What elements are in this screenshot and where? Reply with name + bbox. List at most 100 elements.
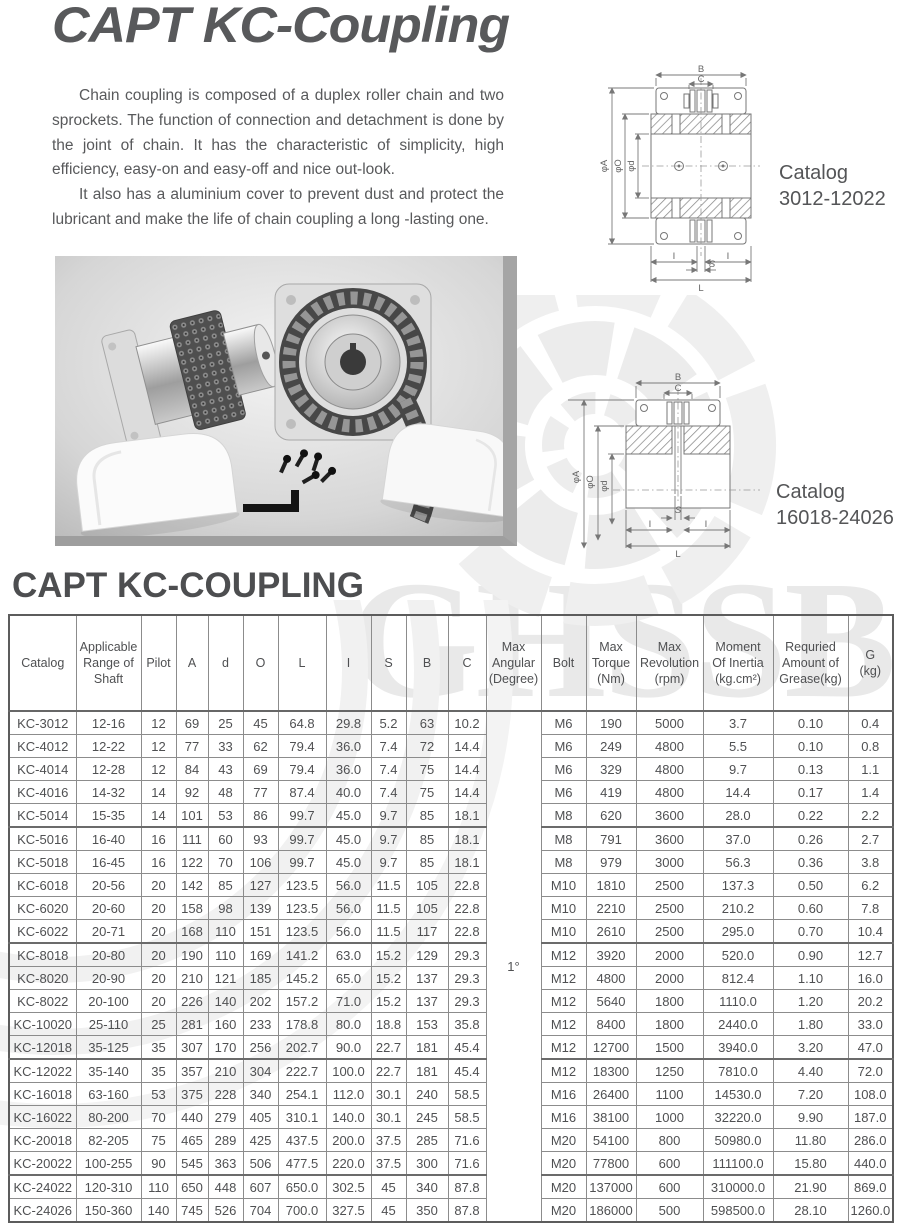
cell-rev: 1250 [635,1058,704,1083]
cell-b: 285 [405,1128,449,1152]
cell-c: 45.4 [447,1058,487,1083]
dim-S: S [675,505,682,516]
cell-b: 85 [405,826,449,851]
cell-g: 2.7 [847,826,894,851]
table-row: KC-6020 20-60 20 158 98 139 123.5 56.0 11.5 105 22… [8,896,894,920]
cell-o: 62 [242,734,279,758]
cell-inertia: 111100.0 [702,1151,774,1176]
cell-grease: 0.50 [772,873,849,897]
cell-g: 108.0 [847,1082,894,1106]
right-coupling [274,283,437,524]
dim-B: B [698,64,704,75]
cell-grease: 0.17 [772,780,849,804]
cell-grease: 1.80 [772,1012,849,1036]
cell-l: 64.8 [277,710,327,735]
cell-s: 30.1 [370,1082,407,1106]
cell-rev: 4800 [635,734,704,758]
dim-phiA: φA [571,470,582,483]
cell-b: 240 [405,1082,449,1106]
cell-a: 375 [175,1082,209,1106]
coupling-photo-illustration [55,256,503,536]
cell-bolt: M12 [540,942,587,967]
cell-g: 2.2 [847,803,894,828]
cell-o: 106 [242,850,279,874]
cell-g: 16.0 [847,966,894,990]
cell-i: 63.0 [325,942,372,967]
cell-c: 14.4 [447,780,487,804]
cell-grease: 11.80 [772,1128,849,1152]
technical-drawing-full-cover: B C φA φO φd I I S L [599,64,760,294]
cell-l: 99.7 [277,850,327,874]
cell-rev: 2500 [635,873,704,897]
table-row: KC-3012 12-16 12 69 25 45 64.8 29.8 5.2 63 10.2 1° M… [8,710,894,1223]
cell-range: 35-140 [75,1058,142,1083]
cell-grease: 3.20 [772,1035,849,1060]
cell-pilot: 20 [140,919,177,944]
cell-pilot: 53 [140,1082,177,1106]
cell-range: 25-110 [75,1012,142,1036]
col-header-inertia: Moment Of Inertia (kg.cm²) [702,614,774,712]
cell-s: 30.1 [370,1105,407,1129]
cell-grease: 15.80 [772,1151,849,1176]
cell-catalog: KC-5014 [8,803,77,828]
cell-catalog: KC-16022 [8,1105,77,1129]
cell-bolt: M10 [540,919,587,944]
cell-g: 12.7 [847,942,894,967]
cell-g: 869.0 [847,1174,894,1199]
cell-i: 112.0 [325,1082,372,1106]
cell-c: 18.1 [447,826,487,851]
table-row: KC-16022 80-200 70 440 279 405 310.1 140.0 30.1 2… [8,1105,894,1129]
cell-i: 80.0 [325,1012,372,1036]
table-row: KC-20022 100-255 90 545 363 506 477.5 220.0 37.5… [8,1151,894,1176]
dim-I-right: I [705,519,708,530]
cell-o: 256 [242,1035,279,1060]
caption-line: 16018-24026 [776,507,894,529]
cell-bolt: M20 [540,1198,587,1223]
cell-inertia: 50980.0 [702,1128,774,1152]
cell-bolt: M10 [540,873,587,897]
page-title: CAPT KC-Coupling [52,0,510,53]
cell-s: 7.4 [370,734,407,758]
cell-rev: 1800 [635,989,704,1013]
cell-torque: 791 [585,826,637,851]
cell-o: 607 [242,1174,279,1199]
cell-l: 254.1 [277,1082,327,1106]
cell-catalog: KC-12018 [8,1035,77,1060]
cell-grease: 1.20 [772,989,849,1013]
table-row: KC-24026 150-360 140 745 526 704 700.0 327.5 45 3… [8,1198,894,1223]
cell-grease: 0.10 [772,734,849,758]
cell-range: 16-40 [75,826,142,851]
cell-catalog: KC-20018 [8,1128,77,1152]
cell-inertia: 295.0 [702,919,774,944]
cell-rev: 2000 [635,966,704,990]
col-header-rev: Max Revolution (rpm) [635,614,704,712]
cell-rev: 4800 [635,780,704,804]
cell-bolt: M6 [540,710,587,735]
cell-c: 14.4 [447,757,487,781]
cell-d: 140 [207,989,244,1013]
table-row: KC-5014 15-35 14 101 53 86 99.7 45.0 9.7 85 18.1 M8… [8,803,894,828]
cell-i: 220.0 [325,1151,372,1176]
cell-c: 58.5 [447,1105,487,1129]
cell-torque: 249 [585,734,637,758]
cell-s: 11.5 [370,919,407,944]
cell-s: 22.7 [370,1058,407,1083]
cell-o: 77 [242,780,279,804]
cell-c: 29.3 [447,942,487,967]
cell-g: 7.8 [847,896,894,920]
cell-s: 7.4 [370,757,407,781]
col-header-bolt: Bolt [540,614,587,712]
cell-i: 100.0 [325,1058,372,1083]
cell-d: 448 [207,1174,244,1199]
cell-c: 87.8 [447,1198,487,1223]
cell-s: 5.2 [370,710,407,735]
cell-l: 310.1 [277,1105,327,1129]
dim-phiO: φO [585,475,596,489]
cell-range: 150-360 [75,1198,142,1223]
cell-l: 650.0 [277,1174,327,1199]
cell-g: 6.2 [847,873,894,897]
cell-d: 98 [207,896,244,920]
cell-catalog: KC-24022 [8,1174,77,1199]
cell-a: 142 [175,873,209,897]
cell-catalog: KC-6018 [8,873,77,897]
